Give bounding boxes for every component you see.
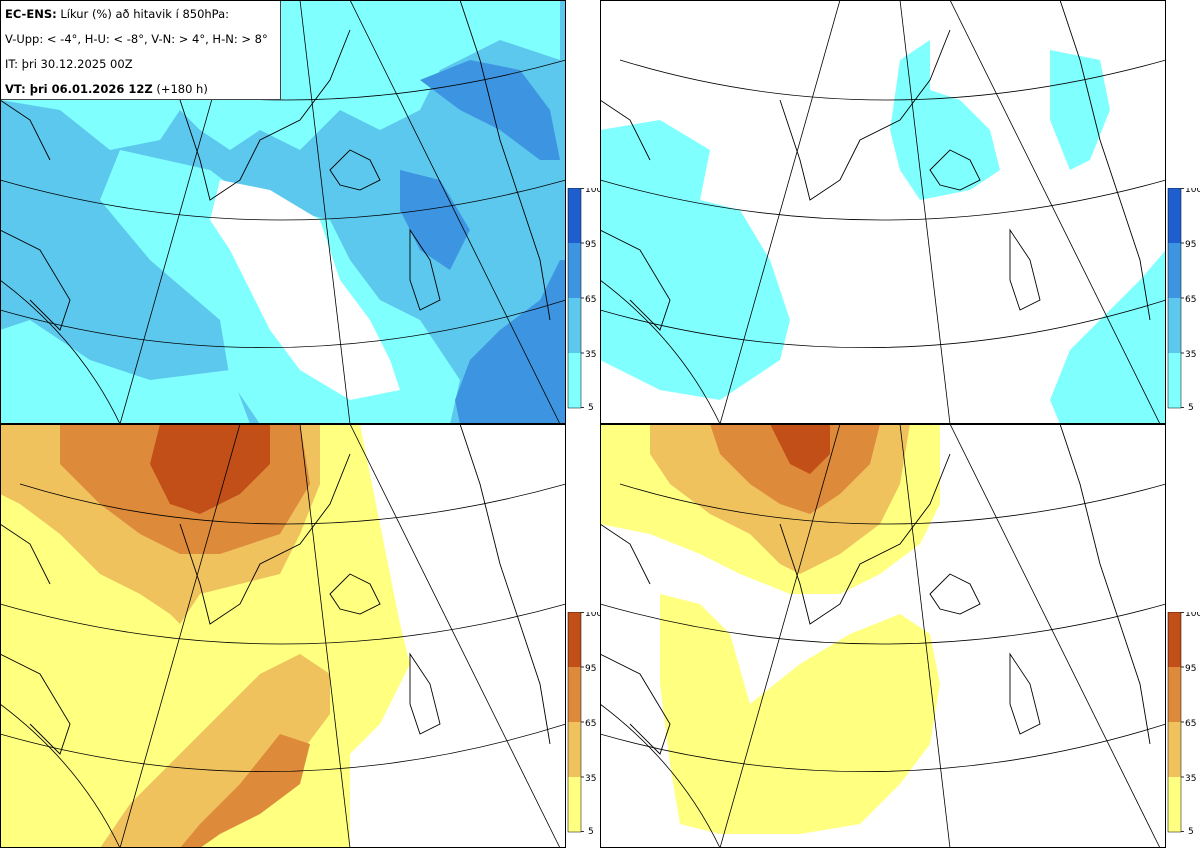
panel-top-left-map: EC-ENS: Líkur (%) að hitavik í 850hPa: V…	[0, 0, 566, 424]
legend-tick: 100	[1185, 612, 1200, 619]
legend-tick: 5	[1188, 403, 1194, 412]
legend-tick: 95	[1185, 240, 1196, 250]
legend-tick: 100	[585, 188, 600, 195]
legend-tick: 100	[1185, 188, 1200, 195]
legend-tick: 5	[588, 827, 594, 836]
lead-time: (+180 h)	[156, 82, 208, 96]
threshold-definitions: V-Upp: < -4°, H-U: < -8°, V-N: > 4°, H-N…	[5, 32, 268, 46]
legend-top-left: 100 95 65 35 5	[566, 188, 600, 412]
legend-tick: 65	[585, 295, 596, 305]
legend-tick: 100	[585, 612, 600, 619]
legend-tick: 95	[585, 664, 596, 674]
legend-tick: 95	[585, 240, 596, 250]
panel-bottom-right-map	[600, 424, 1166, 848]
model-label: EC-ENS:	[5, 7, 57, 21]
legend-tick: 5	[588, 403, 594, 412]
legend-tick: 35	[585, 350, 596, 360]
initial-time: IT: þri 30.12.2025 00Z	[5, 57, 133, 71]
legend-tick: 35	[1185, 774, 1196, 784]
legend-top-right: 100 95 65 35 5	[1166, 188, 1200, 412]
product-title: Líkur (%) að hitavik í 850hPa:	[60, 7, 230, 21]
panel-top-right-map	[600, 0, 1166, 424]
legend-tick: 65	[1185, 719, 1196, 729]
forecast-header: EC-ENS: Líkur (%) að hitavik í 850hPa: V…	[0, 0, 281, 100]
legend-tick: 95	[1185, 664, 1196, 674]
legend-tick: 65	[1185, 295, 1196, 305]
valid-time: VT: þri 06.01.2026 12Z	[5, 82, 153, 96]
legend-tick: 5	[1188, 827, 1194, 836]
legend-bottom-left: 100 95 65 35 5	[566, 612, 600, 836]
legend-tick: 65	[585, 719, 596, 729]
panel-bottom-left-map	[0, 424, 566, 848]
legend-bottom-right: 100 95 65 35 5	[1166, 612, 1200, 836]
legend-tick: 35	[585, 774, 596, 784]
legend-tick: 35	[1185, 350, 1196, 360]
